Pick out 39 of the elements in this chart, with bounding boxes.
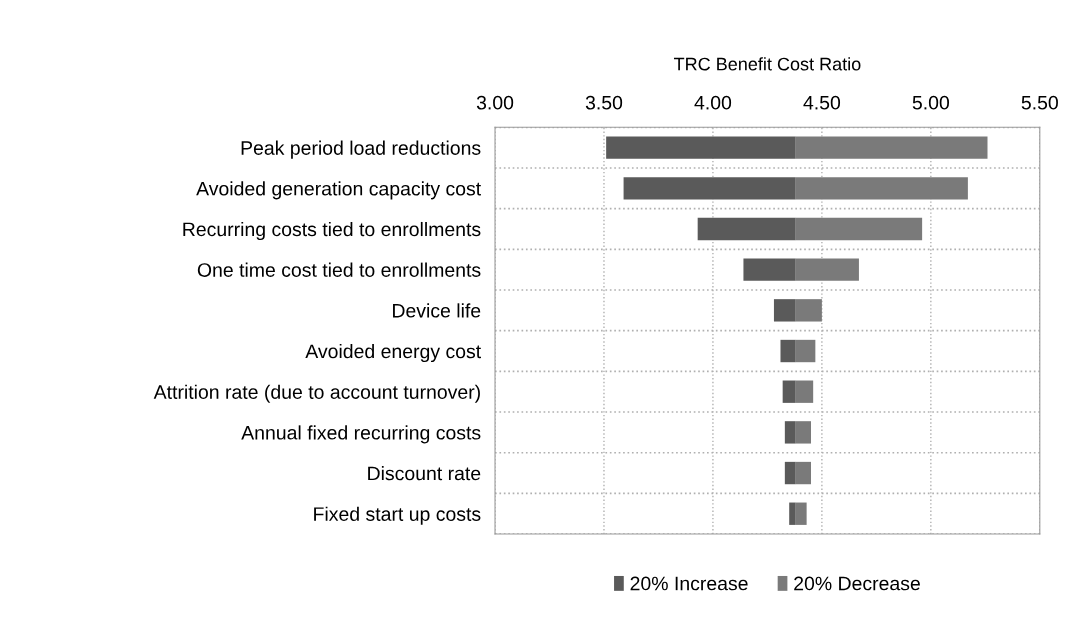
y-tick-label: Annual fixed recurring costs [241, 425, 481, 444]
bar [795, 217, 923, 241]
bar [784, 421, 796, 444]
x-tick-label: 5.50 [1021, 95, 1058, 110]
bar [795, 502, 807, 525]
bar [795, 421, 811, 444]
legend-label: 20% Decrease [794, 576, 920, 591]
y-tick-label: Device life [393, 303, 481, 318]
bar [743, 258, 796, 281]
x-tick-label: 4.00 [694, 95, 732, 110]
bar [623, 177, 796, 200]
y-tick-label: Fixed start up costs [314, 506, 481, 525]
y-tick-label: Discount rate [368, 466, 481, 481]
x-tick-label: 3.50 [585, 95, 623, 110]
bar [789, 502, 796, 525]
y-tick-label: One time cost tied to enrollments [197, 262, 481, 277]
x-tick-label: 5.00 [912, 95, 950, 110]
y-tick-label: Peak period load reductions [241, 140, 481, 159]
bar [697, 217, 796, 241]
x-tick-label: 3.00 [476, 95, 514, 110]
bar [773, 299, 796, 322]
bar [795, 339, 816, 363]
bar [795, 380, 814, 403]
bar [780, 339, 796, 363]
x-tick-label: 4.50 [803, 95, 841, 110]
bar [782, 380, 796, 403]
bar [784, 461, 796, 485]
y-tick-label: Attrition rate (due to account turnover) [153, 384, 480, 403]
bar [606, 136, 796, 159]
y-tick-label: Recurring costs tied to enrollments [183, 221, 481, 241]
x-axis-title: TRC Benefit Cost Ratio [674, 57, 861, 71]
bar [795, 258, 859, 281]
bar [795, 299, 822, 322]
y-tick-label: Avoided generation capacity cost [196, 181, 481, 200]
bar [795, 177, 968, 200]
legend-label: 20% Increase [630, 576, 748, 591]
bar [795, 461, 811, 485]
bar [795, 136, 988, 159]
y-tick-label: Avoided energy cost [305, 343, 481, 363]
